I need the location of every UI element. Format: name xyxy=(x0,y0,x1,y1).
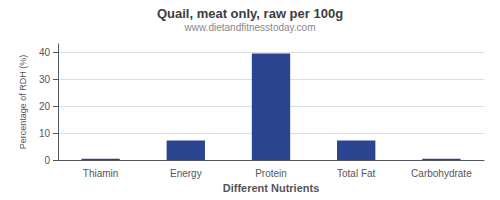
svg-text:40: 40 xyxy=(39,47,51,58)
svg-text:Quail, meat only, raw per 100g: Quail, meat only, raw per 100g xyxy=(157,6,343,21)
svg-text:Carbohydrate: Carbohydrate xyxy=(411,168,472,179)
svg-text:0: 0 xyxy=(44,155,50,166)
svg-text:Thiamin: Thiamin xyxy=(83,168,119,179)
svg-text:www.dietandfitnesstoday.com: www.dietandfitnesstoday.com xyxy=(184,22,316,33)
svg-text:30: 30 xyxy=(39,74,51,85)
svg-text:Different Nutrients: Different Nutrients xyxy=(223,182,320,194)
svg-text:10: 10 xyxy=(39,128,51,139)
svg-text:Energy: Energy xyxy=(170,168,202,179)
svg-text:Total Fat: Total Fat xyxy=(337,168,376,179)
svg-text:20: 20 xyxy=(39,101,51,112)
svg-text:Percentage of RDH (%): Percentage of RDH (%) xyxy=(18,55,28,150)
svg-text:Protein: Protein xyxy=(255,168,287,179)
